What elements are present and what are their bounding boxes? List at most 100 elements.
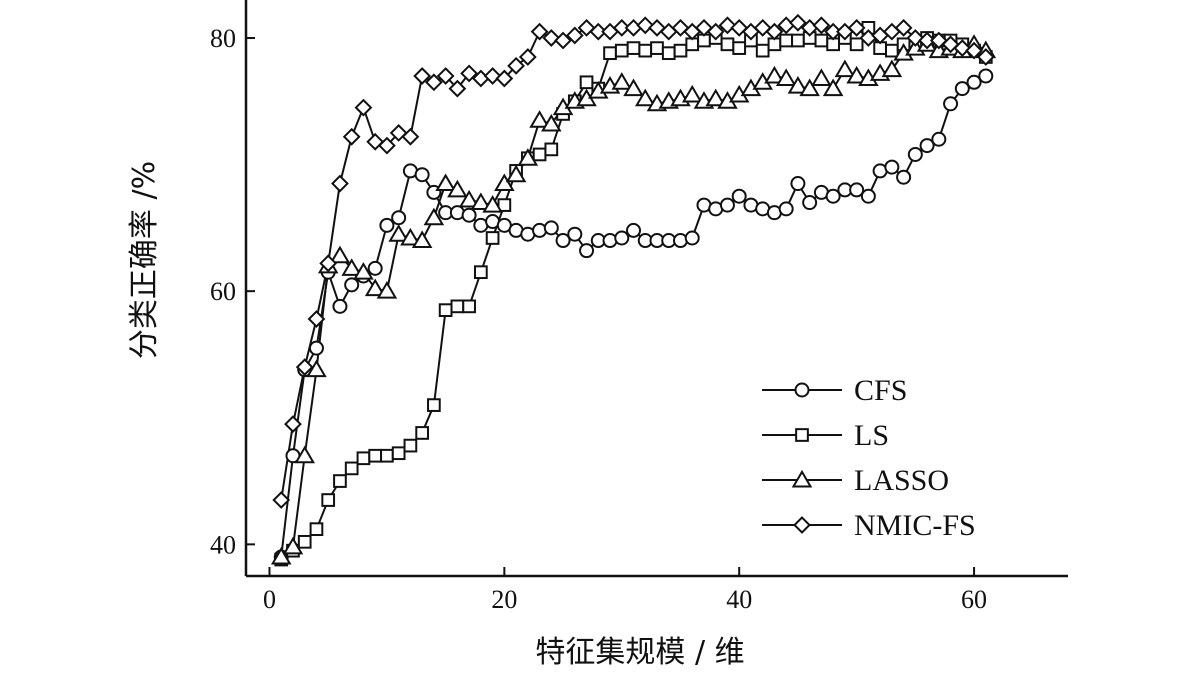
- data-point-nmic-fs: [507, 56, 525, 75]
- data-point-nmic-fs: [953, 39, 972, 57]
- legend-label: CFS: [854, 374, 907, 407]
- data-point-nmic-fs: [565, 26, 584, 45]
- data-point-ls: [532, 147, 547, 162]
- data-point-lasso: [400, 227, 421, 246]
- data-point-lasso: [811, 68, 832, 86]
- legend-item-ls: LS: [762, 419, 889, 452]
- y-tick-label: 40: [210, 530, 236, 559]
- data-point-nmic-fs: [319, 254, 338, 273]
- data-point-lasso: [353, 262, 374, 280]
- data-point-ls: [579, 75, 594, 90]
- data-point-lasso: [787, 75, 809, 94]
- data-point-nmic-fs: [307, 310, 326, 328]
- data-point-lasso: [764, 65, 785, 84]
- data-point-lasso: [822, 78, 844, 97]
- data-point-nmic-fs: [695, 18, 713, 37]
- data-point-ls: [661, 46, 676, 61]
- data-point-cfs: [414, 167, 430, 183]
- data-point-cfs: [579, 243, 595, 259]
- data-point-nmic-fs: [495, 69, 514, 88]
- data-point-lasso: [846, 65, 867, 84]
- legend-label: NMIC-FS: [854, 509, 976, 542]
- data-point-cfs: [308, 340, 324, 356]
- data-point-ls: [427, 398, 441, 412]
- data-point-nmic-fs: [354, 98, 373, 117]
- data-point-ls: [732, 41, 747, 55]
- legend-item-lasso: LASSO: [762, 464, 949, 497]
- data-point-ls: [638, 43, 653, 58]
- data-point-ls: [603, 46, 617, 61]
- data-point-nmic-fs: [577, 18, 596, 37]
- data-point-lasso: [282, 536, 304, 555]
- y-tick-label: 80: [210, 24, 236, 53]
- data-point-ls: [415, 426, 429, 440]
- data-point-nmic-fs: [284, 415, 302, 433]
- data-point-ls: [614, 43, 629, 58]
- data-point-ls: [779, 33, 794, 48]
- data-point-nmic-fs: [648, 18, 666, 37]
- data-point-ls: [438, 303, 453, 318]
- data-point-cfs: [978, 68, 994, 84]
- data-point-ls: [885, 43, 899, 58]
- data-point-cfs: [567, 226, 583, 242]
- data-point-nmic-fs: [906, 29, 925, 47]
- data-point-cfs: [684, 230, 700, 246]
- data-point-cfs: [907, 146, 923, 162]
- data-point-lasso: [541, 113, 562, 132]
- data-point-nmic-fs: [448, 79, 467, 98]
- data-point-lasso: [775, 68, 797, 86]
- data-point-lasso: [881, 59, 903, 78]
- data-point-cfs: [367, 260, 383, 276]
- data-point-lasso: [435, 173, 456, 192]
- data-point-nmic-fs: [753, 18, 772, 37]
- data-point-ls: [485, 231, 500, 245]
- data-point-ls: [333, 474, 347, 488]
- data-point-nmic-fs: [366, 132, 385, 151]
- data-point-cfs: [966, 74, 982, 90]
- data-point-lasso: [423, 207, 445, 226]
- data-point-nmic-fs: [554, 31, 572, 50]
- data-point-nmic-fs: [671, 18, 690, 37]
- data-point-cfs: [344, 277, 360, 293]
- y-tick-label: 60: [210, 277, 236, 306]
- data-point-cfs: [332, 298, 348, 314]
- legend-label: LS: [854, 419, 889, 452]
- data-point-lasso: [458, 189, 480, 208]
- data-point-ls: [462, 299, 476, 314]
- legend-item-nmic-fs: NMIC-FS: [762, 509, 976, 542]
- data-point-cfs: [825, 188, 841, 204]
- data-point-cfs: [849, 182, 865, 198]
- data-point-nmic-fs: [824, 22, 843, 41]
- data-point-cfs: [802, 195, 818, 211]
- x-tick-label: 40: [726, 585, 752, 614]
- data-point-lasso: [705, 88, 726, 107]
- data-point-lasso: [329, 245, 351, 264]
- data-point-nmic-fs: [624, 18, 643, 37]
- data-point-nmic-fs: [424, 73, 443, 92]
- data-point-lasso: [306, 359, 327, 378]
- legend-item-cfs: CFS: [762, 374, 907, 407]
- data-point-cfs: [391, 210, 407, 226]
- data-point-cfs: [931, 131, 947, 147]
- data-point-nmic-fs: [812, 16, 831, 35]
- data-point-nmic-fs: [730, 18, 749, 37]
- data-point-lasso: [623, 78, 644, 97]
- data-point-nmic-fs: [976, 48, 995, 66]
- data-point-cfs: [943, 96, 959, 112]
- data-point-nmic-fs: [413, 67, 432, 85]
- data-point-lasso: [505, 164, 527, 183]
- data-point-ls: [650, 41, 664, 55]
- data-point-cfs: [461, 207, 477, 223]
- data-point-nmic-fs: [530, 22, 549, 41]
- data-point-lasso: [834, 59, 856, 78]
- data-point-nmic-fs: [331, 174, 349, 193]
- data-point-ls: [297, 534, 312, 549]
- data-point-nmic-fs: [894, 18, 913, 37]
- data-point-ls: [403, 438, 418, 453]
- data-point-nmic-fs: [941, 35, 960, 54]
- data-point-lasso: [517, 148, 539, 166]
- data-point-cfs: [731, 188, 747, 204]
- data-point-ls: [791, 33, 805, 48]
- data-point-nmic-fs: [789, 13, 807, 32]
